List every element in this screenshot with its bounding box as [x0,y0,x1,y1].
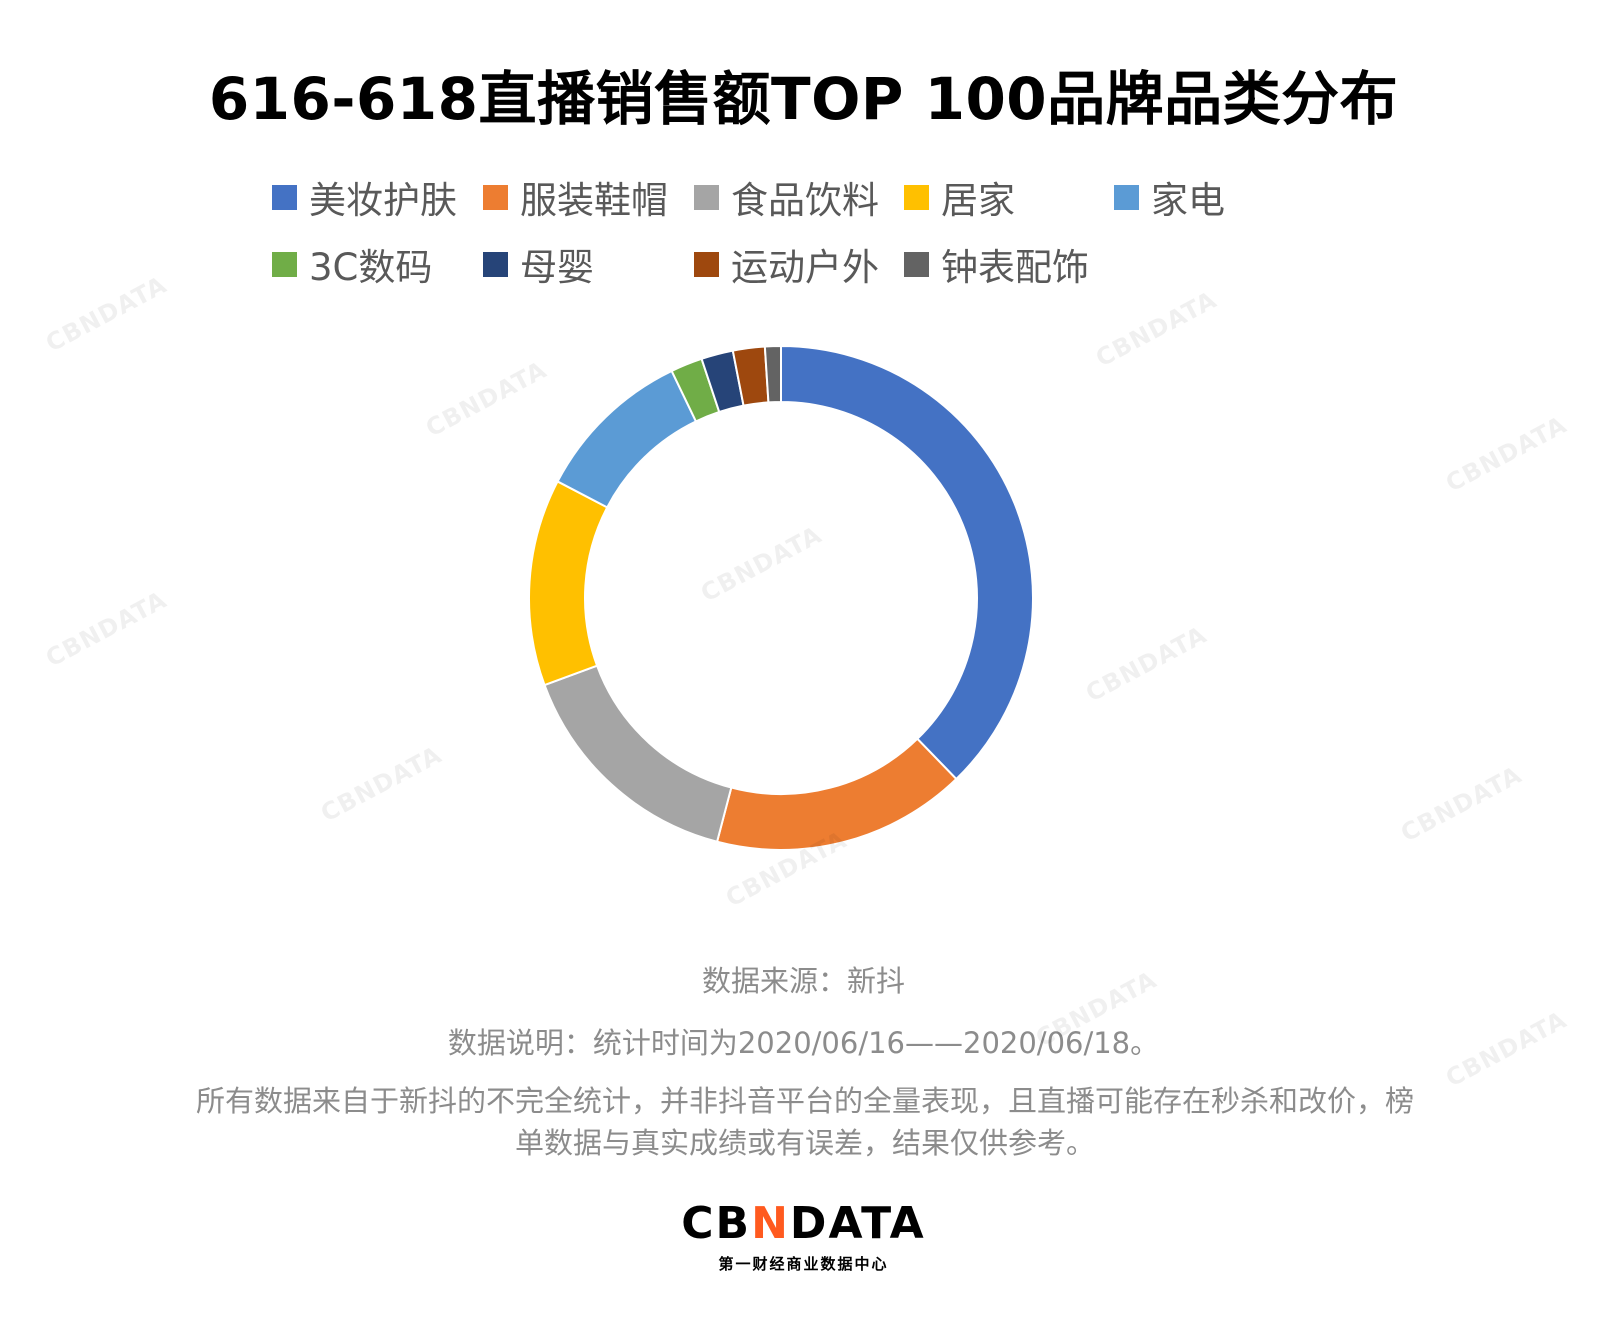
legend-label: 服装鞋帽 [520,179,668,222]
disclaimer-line: 所有数据来自于新抖的不完全统计，并非抖音平台的全量表现，且直播可能存在秒杀和改价… [195,1084,1414,1118]
legend-item-beauty: 美妆护肤 [272,170,457,224]
legend-item-3c: 3C数码 [272,237,432,291]
legend-item-home: 居家 [904,170,1015,224]
legend-item-sports: 运动户外 [694,237,879,291]
legend-label: 食品饮料 [731,179,879,222]
legend-label: 家电 [1151,179,1225,222]
legend-swatch [904,251,929,277]
legend-swatch [694,251,719,277]
legend-label: 母婴 [520,246,594,289]
legend-label: 居家 [941,179,1015,222]
chart-title: 616-618直播销售额TOP 100品牌品类分布 [208,65,1399,133]
donut-slice-3 [543,664,733,843]
donut-slice-5 [556,369,698,509]
cbndata-logo: CBNDATA 第一财经商业数据中心 [0,1198,1607,1274]
disclaimer-line: 单数据与真实成绩或有误差，结果仅供参考。 [514,1126,1095,1160]
legend-item-appliances: 家电 [1114,170,1225,224]
legend-label: 3C数码 [309,246,433,289]
chart-legend: 美妆护肤 服装鞋帽 食品饮料 居家 家电 3C数码 母婴 运动户外 钟表配饰 [0,0,1607,300]
data-description-note: 数据说明：统计时间为2020/06/16——2020/06/18。 [447,1026,1160,1060]
legend-swatch [694,184,719,210]
donut-slice-4 [528,480,609,687]
donut-slice-1 [780,344,1034,781]
disclaimer-note: 所有数据来自于新抖的不完全统计，并非抖音平台的全量表现，且直播可能存在秒杀和改价… [110,1080,1500,1164]
legend-item-watches: 钟表配饰 [904,237,1089,291]
data-source-note: 数据来源：新抖 [701,964,905,998]
legend-item-baby: 母婴 [483,237,594,291]
legend-swatch [904,184,929,210]
legend-swatch [1114,184,1139,210]
legend-swatch [272,184,297,210]
logo-wordmark: CBNDATA [681,1198,926,1249]
legend-swatch [483,184,508,210]
legend-label: 运动户外 [731,246,879,289]
legend-item-apparel: 服装鞋帽 [483,170,668,224]
legend-swatch [272,251,297,277]
legend-label: 美妆护肤 [309,179,457,222]
logo-subtitle: 第一财经商业数据中心 [718,1255,889,1273]
legend-swatch [483,251,508,277]
legend-item-food: 食品饮料 [694,170,879,224]
legend-label: 钟表配饰 [941,246,1089,289]
donut-slice-9 [763,344,782,404]
